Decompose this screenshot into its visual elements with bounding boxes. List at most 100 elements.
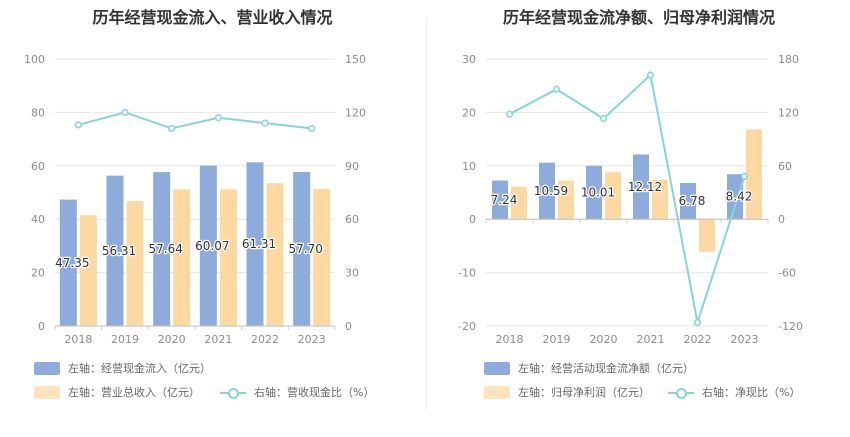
right-chart-line-point: [646, 71, 655, 79]
right-legend-item-secondary[interactable]: 左轴：归母净利润（亿元）: [484, 384, 650, 400]
left-legend-item-secondary[interactable]: 左轴：营业总收入（亿元）: [34, 384, 200, 400]
right-chart-y-right-tick: -60: [778, 267, 796, 280]
left-chart-bar-primary: [153, 172, 171, 326]
left-chart-x-tick: 2023: [298, 333, 326, 346]
right-chart-bar-data-label: 10.59: [534, 184, 568, 198]
right-chart-bar-secondary: [699, 219, 715, 252]
right-chart-bar-primary: [586, 165, 602, 220]
left-chart-y-right-tick: 90: [345, 160, 359, 173]
left-chart-panel: 历年经营现金流入、营业收入情况 0 20 40 60 80 100 0 30 60 90 120 15…: [24, 8, 374, 400]
left-chart-bar-primary: [293, 171, 311, 326]
right-chart-bar-data-label: 7.24: [491, 193, 518, 207]
right-chart-bar-primary: [680, 182, 696, 220]
left-chart-line-series: [78, 111, 312, 130]
left-chart-bar-secondary: [266, 183, 284, 326]
panel-divider: [426, 18, 427, 410]
right-chart-panel: 历年经营现金流净额、归母净利润情况 -20 -10 0 10 20 30 -120 -60 0 6…: [428, 0, 850, 437]
left-chart-x-tick: 2019: [111, 333, 139, 346]
right-legend-item-primary[interactable]: 左轴：经营活动现金流净额（亿元）: [484, 360, 694, 376]
left-chart-y-left-tick: 60: [31, 160, 45, 173]
right-chart-bar-secondary: [746, 129, 762, 220]
right-chart-x-tick: 2022: [684, 333, 712, 346]
left-legend-label-primary: 左轴：经营现金流入（亿元）: [68, 362, 211, 375]
left-chart-line-point: [261, 119, 269, 127]
left-legend-item-line[interactable]: 右轴：营收现金比（%）: [220, 384, 374, 400]
right-legend-line-icon: [668, 386, 694, 399]
left-chart-x-tick: 2021: [204, 333, 232, 346]
right-legend-item-line[interactable]: 右轴：净现比（%）: [668, 384, 800, 400]
right-chart-bar-primary: [727, 174, 743, 220]
right-chart-x-tick: 2021: [637, 333, 665, 346]
right-chart-x-tick: 2018: [496, 333, 524, 346]
right-chart-bar-data-label: 6.78: [679, 194, 706, 208]
left-legend-line-icon: [220, 386, 246, 399]
right-chart-line-point: [505, 110, 514, 118]
right-legend-label-primary: 左轴：经营活动现金流净额（亿元）: [518, 362, 694, 375]
right-chart-bar-data-label: 12.12: [628, 180, 662, 194]
right-chart-x-tick: 2023: [731, 333, 759, 346]
right-chart-y-left-tick: -10: [458, 267, 476, 280]
right-chart-line-point: [552, 85, 561, 93]
left-chart-x-tick: 2018: [64, 333, 92, 346]
left-chart-bar-primary: [199, 165, 217, 326]
right-chart-title: 历年经营现金流净额、归母净利润情况: [502, 8, 775, 27]
right-chart-y-left-tick: 10: [462, 160, 476, 173]
left-chart-line-point: [308, 124, 316, 133]
left-chart-bar-primary: [106, 175, 124, 326]
left-chart-y-right-tick: 120: [345, 106, 366, 119]
right-chart-bar-data-label: 8.42: [726, 190, 753, 204]
left-chart-bar-data-label: 47.35: [55, 256, 89, 270]
right-chart-line-series: [509, 73, 746, 323]
left-chart-line-point: [74, 121, 82, 129]
left-legend-swatch-secondary: [34, 385, 60, 399]
right-chart-y-left-tick: 0: [469, 213, 476, 226]
left-chart-bar-secondary: [79, 215, 97, 326]
right-chart-y-right-tick: 0: [778, 213, 785, 226]
right-legend-swatch-primary: [484, 361, 510, 375]
left-legend-label-line: 右轴：营收现金比（%）: [254, 386, 375, 399]
right-chart-y-left-tick: -20: [458, 320, 476, 333]
right-chart-bar-primary: [539, 162, 555, 220]
right-chart-bar-secondary: [605, 172, 621, 220]
left-chart-bar-data-label: 61.31: [242, 237, 276, 251]
right-chart-bar-primary: [492, 180, 508, 220]
left-chart-x-tick: 2022: [251, 333, 279, 346]
left-chart-y-left-tick: 80: [31, 106, 45, 119]
left-chart-y-right-tick: 0: [345, 320, 352, 333]
left-chart-bar-secondary: [313, 189, 331, 326]
left-chart-line-point: [214, 114, 222, 122]
left-chart-bar-secondary: [126, 201, 144, 326]
left-legend-swatch-primary: [34, 361, 60, 375]
right-chart-bar-secondary: [511, 186, 527, 220]
left-chart-svg: 0 20 40 60 80 100 0 30 60 90 120 150 2018 2019 2020 202…: [24, 53, 366, 346]
right-legend-swatch-secondary: [484, 385, 510, 399]
left-chart-bar-secondary: [173, 189, 191, 326]
left-chart-y-left-tick: 40: [31, 213, 45, 226]
left-chart-bar-data-label: 57.64: [148, 242, 182, 256]
left-legend-label-secondary: 左轴：营业总收入（亿元）: [68, 386, 200, 399]
left-chart-y-left-tick: 100: [24, 53, 45, 66]
right-chart-bar-data-label: 10.01: [581, 185, 615, 199]
right-chart-bar-primary: [633, 154, 649, 220]
left-chart-y-left-tick: 0: [38, 320, 45, 333]
left-chart-y-right-tick: 30: [345, 267, 359, 280]
left-chart-bar-primary: [59, 199, 77, 326]
left-chart-y-left-tick: 20: [31, 267, 45, 280]
right-chart-line-point: [740, 172, 749, 181]
left-chart-x-tick: 2020: [158, 333, 186, 346]
right-chart-svg: -20 -10 0 10 20 30 -120 -60 0 60 120 180 2018 2019 202…: [458, 53, 803, 346]
left-chart-bar-secondary: [219, 189, 237, 326]
left-chart-bar-data-label: 60.07: [195, 239, 229, 253]
right-chart-y-right-tick: 180: [778, 53, 799, 66]
right-chart-bar-secondary: [558, 180, 574, 220]
left-chart-line-point: [121, 108, 129, 116]
left-chart-bar-data-label: 56.31: [102, 244, 136, 258]
left-chart-y-right-tick: 150: [345, 53, 366, 66]
left-chart-bar-data-label: 57.70: [288, 242, 322, 256]
right-chart-x-tick: 2019: [543, 333, 571, 346]
right-chart-y-left-tick: 30: [462, 53, 476, 66]
left-legend-item-primary[interactable]: 左轴：经营现金流入（亿元）: [34, 360, 211, 376]
right-chart-y-left-tick: 20: [462, 106, 476, 119]
right-legend-label-line: 右轴：净现比（%）: [702, 386, 801, 399]
left-chart-line-point: [168, 124, 176, 133]
